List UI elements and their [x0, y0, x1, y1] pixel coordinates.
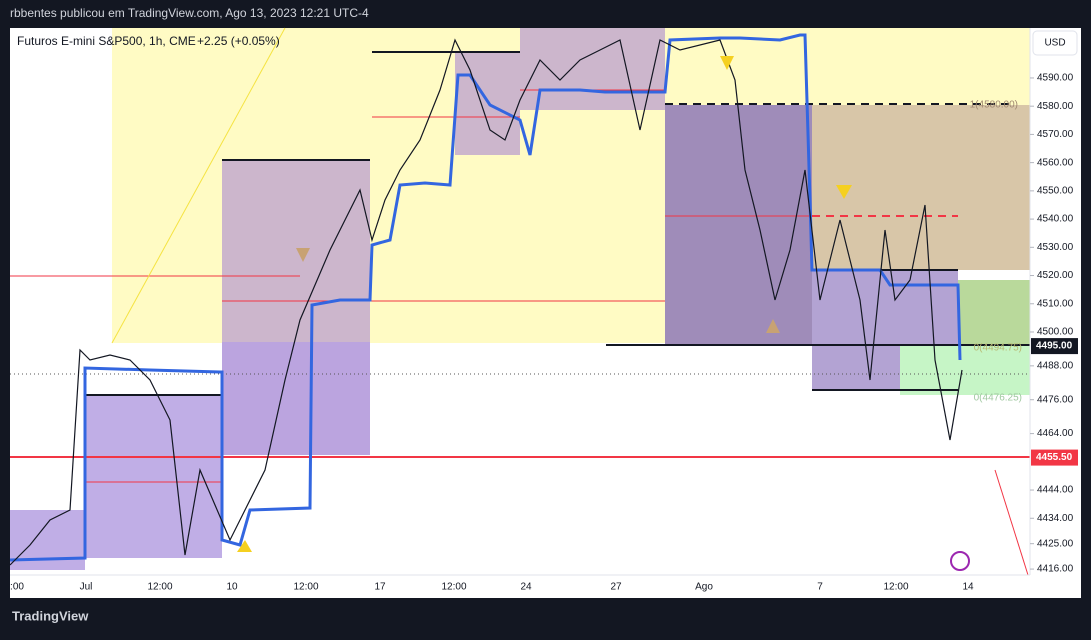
- time-label: 12:00: [147, 582, 172, 593]
- time-label: 17: [374, 582, 386, 593]
- change: +2.25 (+0.05%): [197, 34, 280, 48]
- price-label: 4476.00: [1037, 394, 1074, 405]
- price-line: [9, 38, 963, 566]
- price-tag-label: 4495.00: [1036, 341, 1073, 352]
- currency-button[interactable]: [1032, 30, 1078, 56]
- price-label: 4560.00: [1037, 157, 1074, 168]
- vwap-line: [9, 33, 962, 562]
- time-label: 27: [610, 582, 622, 593]
- price-label: 4488.00: [1037, 360, 1074, 371]
- price-label: 4590.00: [1037, 73, 1074, 84]
- price-label: 4580.00: [1037, 101, 1074, 112]
- time-label: 10: [226, 582, 238, 593]
- price-label: 4550.00: [1037, 185, 1074, 196]
- time-label: 12:00: [883, 582, 908, 593]
- publisher: rbbentes publicou em TradingView.com, Ag…: [10, 6, 369, 20]
- markers: [237, 56, 970, 571]
- zones: [10, 28, 1030, 570]
- time-label: 14: [962, 582, 974, 593]
- currency[interactable]: USD: [1044, 38, 1065, 49]
- price-label: 4500.00: [1037, 327, 1074, 338]
- level-label: 0(4476.25): [974, 393, 1022, 404]
- price-tag: [1031, 338, 1078, 355]
- time-label: 7: [817, 582, 823, 593]
- time-label: 24: [520, 582, 532, 593]
- price-label: 4530.00: [1037, 242, 1074, 253]
- price-tag: [1031, 449, 1078, 466]
- price-label: 4540.00: [1037, 214, 1074, 225]
- level-label: 1(4580.00): [970, 100, 1018, 111]
- price-label: 4570.00: [1037, 129, 1074, 140]
- price-label: 4416.00: [1037, 564, 1074, 575]
- price-label: 4520.00: [1037, 270, 1074, 281]
- price-tag-label: 4455.50: [1036, 452, 1073, 463]
- price-label: 4444.00: [1037, 485, 1074, 496]
- time-label: 12:00: [441, 582, 466, 593]
- price-label: 4434.00: [1037, 513, 1074, 524]
- time-label: Jul: [80, 582, 93, 593]
- price-label: 4510.00: [1037, 298, 1074, 309]
- time-label: 12:00: [293, 582, 318, 593]
- price-label: 4425.00: [1037, 538, 1074, 549]
- symbol: Futuros E-mini S&P500, 1h, CME: [17, 34, 196, 48]
- price-label: 4464.00: [1037, 428, 1074, 439]
- brand: TradingView: [12, 608, 89, 623]
- level-label: 0(4494.75): [974, 343, 1022, 354]
- time-label: Ago: [695, 582, 713, 593]
- time-label: :00: [10, 582, 24, 593]
